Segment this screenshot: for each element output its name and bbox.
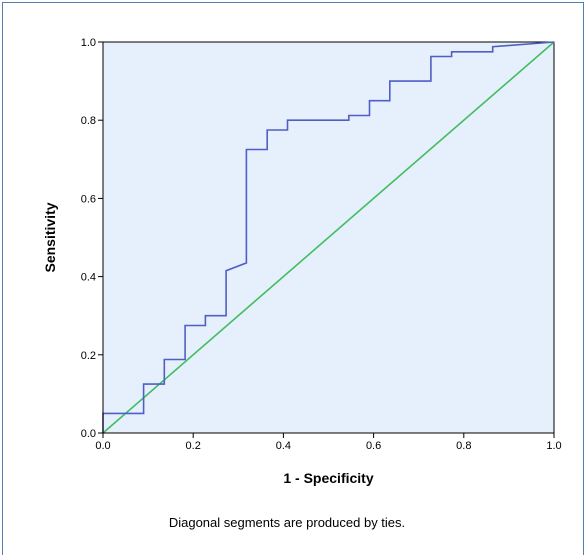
y-tick-label: 0.0 [81,428,96,440]
reference-diagonal-line [102,41,555,434]
y-axis-title: Sensitivity [42,202,58,272]
chart-footnote: Diagonal segments are produced by ties. [169,515,405,530]
x-axis-title: 1 - Specificity [283,470,373,486]
y-tick-label: 1.0 [81,37,96,49]
x-tick-label: 0.6 [366,440,381,452]
y-tick-label: 0.2 [81,350,96,362]
roc-curve-line [102,41,555,433]
y-tick-label: 0.6 [81,193,96,205]
reference-line-group [102,41,555,434]
x-tick-label: 0.4 [276,440,291,452]
x-tick-label: 1.0 [546,440,561,452]
roc-chart: 0.0 0.2 0.4 0.6 0.8 1.0 0.0 0.2 0.4 0.6 0.8 1.0 1 … [42,37,562,530]
axes-group [102,42,554,434]
y-tick-label: 0.8 [81,115,96,127]
y-ticks-group: 0.0 0.2 0.4 0.6 0.8 1.0 [81,37,103,440]
x-tick-label: 0.0 [95,440,110,452]
roc-curve-group [102,41,555,433]
x-tick-label: 0.8 [456,440,471,452]
x-ticks-group: 0.0 0.2 0.4 0.6 0.8 1.0 [95,433,562,452]
y-tick-label: 0.4 [81,272,96,284]
x-tick-label: 0.2 [186,440,201,452]
